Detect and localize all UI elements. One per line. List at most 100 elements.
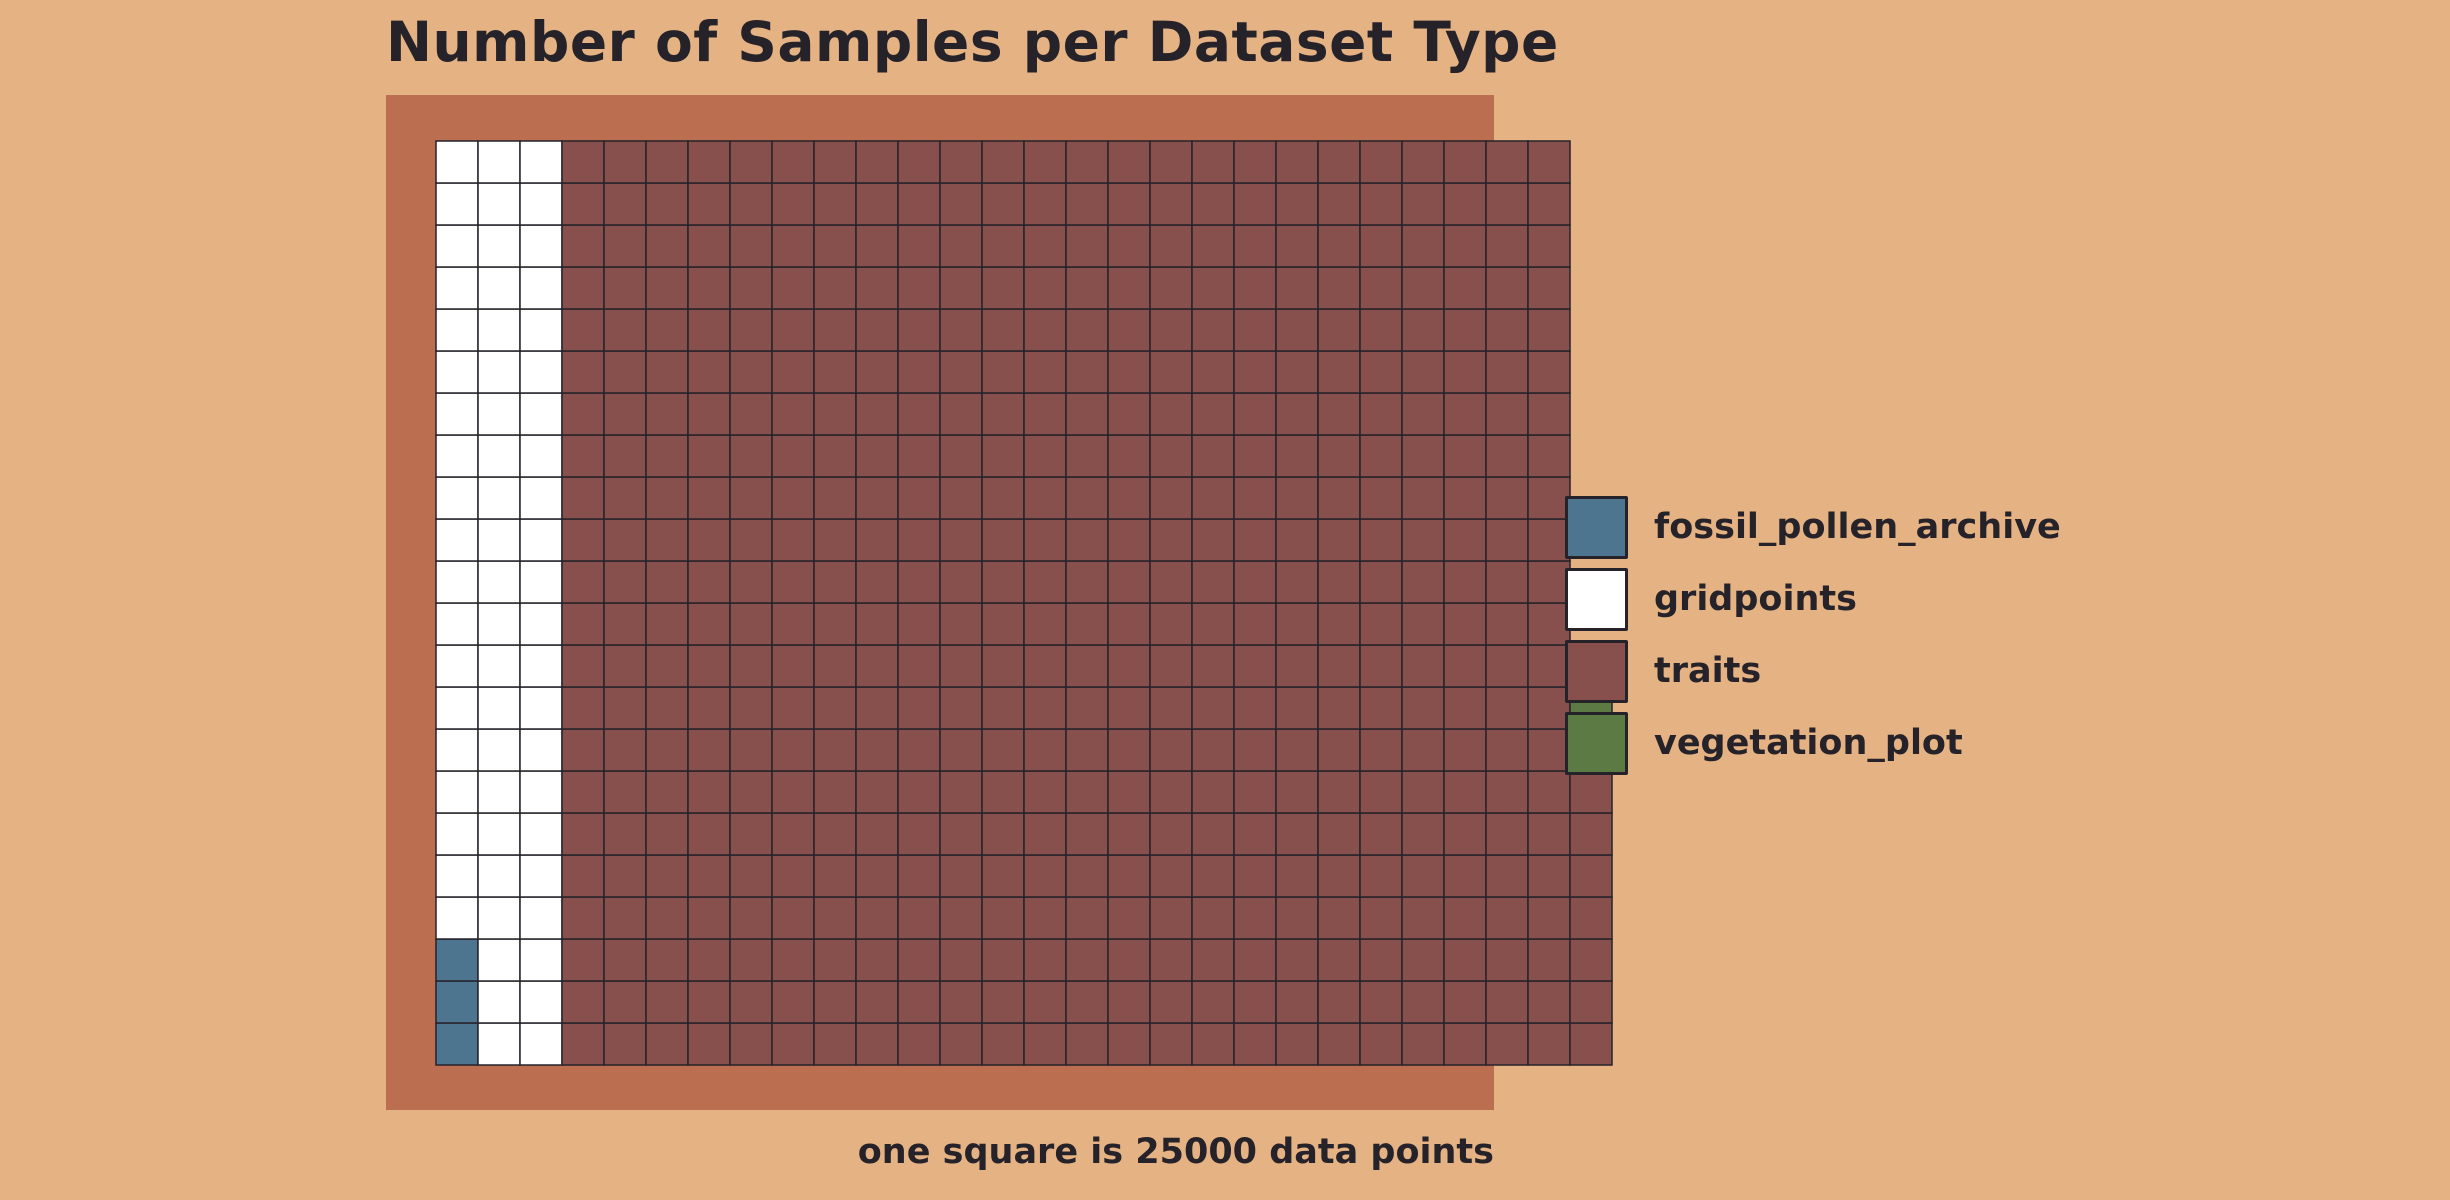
waffle-cell-traits (603, 686, 647, 730)
waffle-cell-traits (1359, 182, 1403, 226)
waffle-cell-traits (981, 854, 1025, 898)
waffle-cell-traits (1233, 140, 1277, 184)
waffle-cell-gridpoints (477, 392, 521, 436)
waffle-cell-traits (1065, 350, 1109, 394)
waffle-cell-gridpoints (435, 896, 479, 940)
waffle-cell-traits (1233, 350, 1277, 394)
waffle-cell-traits (981, 350, 1025, 394)
waffle-cell-traits (687, 350, 731, 394)
waffle-cell-traits (1443, 308, 1487, 352)
waffle-cell-traits (855, 140, 899, 184)
legend-swatch-vegetation-plot (1565, 711, 1628, 775)
waffle-cell-traits (897, 392, 941, 436)
waffle-cell-traits (813, 182, 857, 226)
waffle-cell-traits (645, 602, 689, 646)
waffle-cell-traits (729, 308, 773, 352)
waffle-cell-traits (561, 896, 605, 940)
waffle-cell-traits (1401, 560, 1445, 604)
waffle-cell-traits (813, 644, 857, 688)
waffle-cell-gridpoints (519, 938, 563, 982)
waffle-cell-traits (1401, 266, 1445, 310)
waffle-cell-traits (1569, 812, 1613, 856)
waffle-cell-traits (897, 518, 941, 562)
waffle-cell-traits (687, 770, 731, 814)
waffle-cell-traits (1359, 392, 1403, 436)
waffle-cell-traits (1443, 560, 1487, 604)
waffle-cell-traits (1443, 812, 1487, 856)
waffle-cell-gridpoints (477, 350, 521, 394)
waffle-cell-traits (897, 308, 941, 352)
waffle-cell-gridpoints (435, 728, 479, 772)
waffle-cell-traits (1527, 980, 1571, 1024)
waffle-cell-traits (645, 350, 689, 394)
waffle-cell-traits (1443, 854, 1487, 898)
waffle-cell-traits (1317, 770, 1361, 814)
waffle-cell-traits (1527, 308, 1571, 352)
waffle-cell-traits (813, 602, 857, 646)
waffle-cell-traits (603, 980, 647, 1024)
waffle-cell-traits (1401, 308, 1445, 352)
waffle-cell-traits (1149, 560, 1193, 604)
waffle-cell-traits (729, 476, 773, 520)
waffle-cell-traits (813, 434, 857, 478)
waffle-cell-traits (1275, 476, 1319, 520)
waffle-cell-traits (1149, 182, 1193, 226)
waffle-cell-traits (1317, 392, 1361, 436)
waffle-cell-traits (1107, 182, 1151, 226)
waffle-cell-traits (729, 644, 773, 688)
waffle-cell-traits (771, 1022, 815, 1066)
waffle-cell-traits (813, 812, 857, 856)
waffle-cell-traits (813, 686, 857, 730)
waffle-cell-traits (603, 392, 647, 436)
waffle-cell-traits (1359, 140, 1403, 184)
waffle-cell-traits (1443, 938, 1487, 982)
waffle-cell-gridpoints (435, 308, 479, 352)
waffle-cell-traits (687, 560, 731, 604)
waffle-cell-traits (855, 770, 899, 814)
waffle-cell-traits (1401, 518, 1445, 562)
waffle-cell-traits (855, 980, 899, 1024)
waffle-cell-traits (1023, 602, 1067, 646)
waffle-cell-traits (1149, 434, 1193, 478)
waffle-cell-traits (1065, 686, 1109, 730)
waffle-cell-gridpoints (519, 476, 563, 520)
waffle-cell-traits (603, 770, 647, 814)
waffle-cell-traits (981, 476, 1025, 520)
waffle-cell-traits (1443, 1022, 1487, 1066)
waffle-cell-traits (603, 938, 647, 982)
waffle-cell-traits (939, 854, 983, 898)
chart-title: Number of Samples per Dataset Type (386, 10, 1559, 74)
waffle-cell-traits (771, 602, 815, 646)
waffle-cell-traits (645, 1022, 689, 1066)
waffle-cell-traits (939, 392, 983, 436)
waffle-cell-traits (1065, 224, 1109, 268)
waffle-cell-traits (1527, 770, 1571, 814)
waffle-cell-gridpoints (477, 224, 521, 268)
waffle-cell-traits (1485, 728, 1529, 772)
waffle-cell-traits (645, 896, 689, 940)
waffle-cell-gridpoints (477, 476, 521, 520)
waffle-cell-traits (981, 980, 1025, 1024)
waffle-cell-traits (561, 392, 605, 436)
waffle-cell-traits (603, 266, 647, 310)
waffle-cell-traits (771, 686, 815, 730)
waffle-cell-traits (1149, 644, 1193, 688)
waffle-cell-traits (1065, 854, 1109, 898)
waffle-cell-gridpoints (477, 980, 521, 1024)
waffle-cell-traits (771, 854, 815, 898)
waffle-cell-traits (1443, 896, 1487, 940)
waffle-cell-fossil-pollen-archive (435, 938, 479, 982)
legend-item-vegetation-plot: vegetation_plot (1565, 707, 2061, 779)
waffle-cell-traits (1527, 728, 1571, 772)
waffle-cell-traits (645, 644, 689, 688)
waffle-cell-traits (981, 686, 1025, 730)
waffle-cell-traits (603, 602, 647, 646)
waffle-cell-traits (645, 770, 689, 814)
waffle-cell-traits (1065, 266, 1109, 310)
waffle-cell-traits (1233, 644, 1277, 688)
waffle-cell-traits (1149, 518, 1193, 562)
waffle-cell-traits (813, 350, 857, 394)
waffle-cell-traits (1107, 896, 1151, 940)
waffle-cell-traits (729, 980, 773, 1024)
waffle-cell-traits (1443, 518, 1487, 562)
